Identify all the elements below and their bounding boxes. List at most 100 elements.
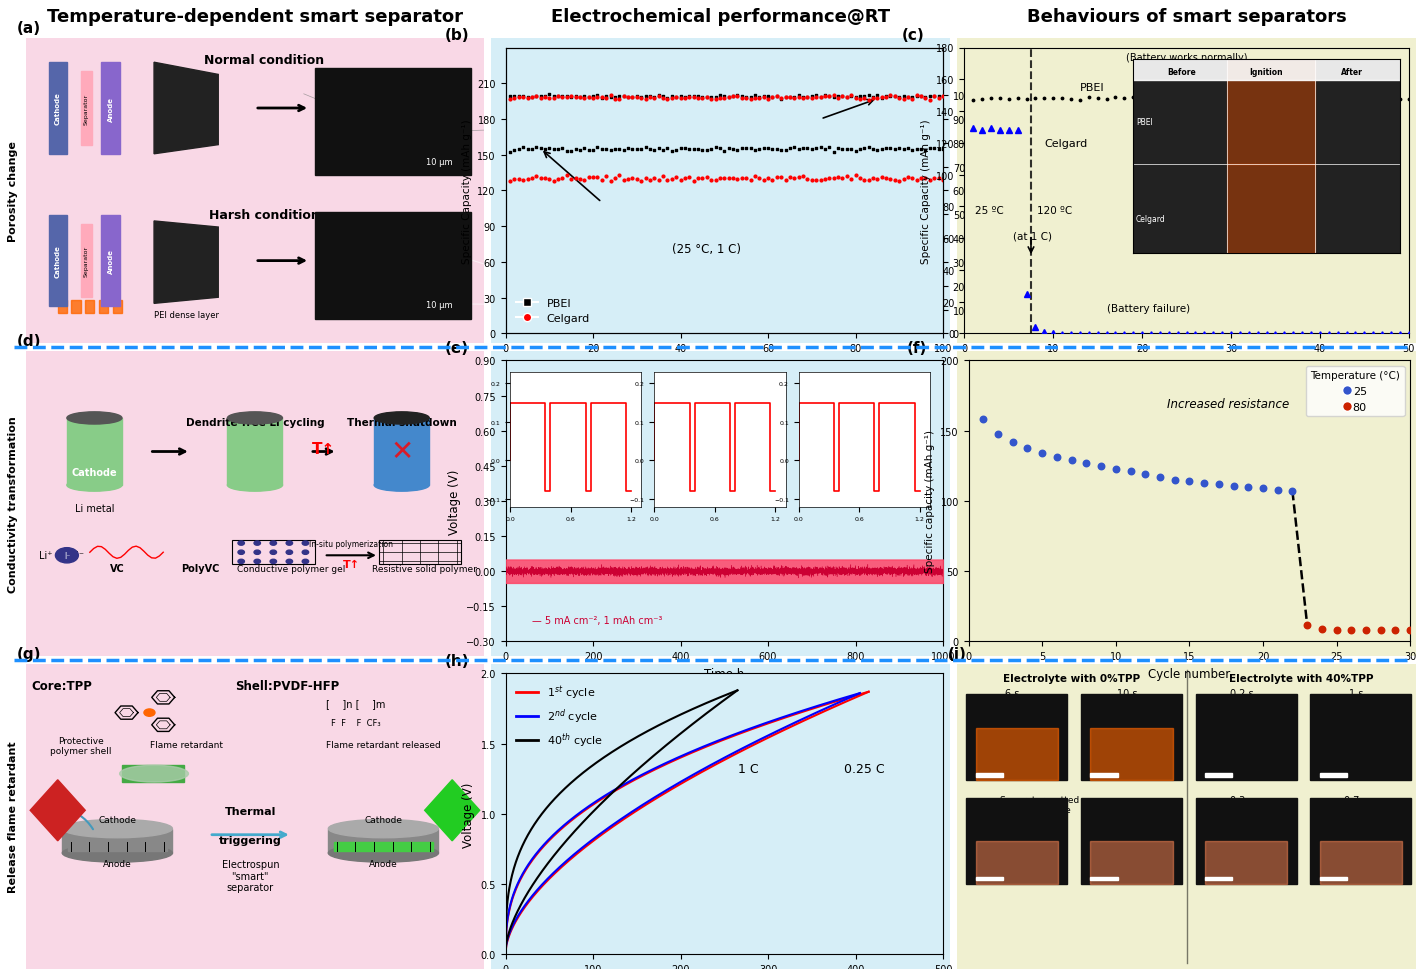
Point [521,171,544,186]
25 [1148,470,1171,485]
Point [603,92,626,108]
Point [669,173,692,189]
Point [744,169,767,184]
Point [582,171,605,186]
Point [595,89,618,105]
Point [669,141,692,157]
Point [612,143,635,159]
Point [608,92,630,108]
Circle shape [286,542,293,546]
Point [795,172,818,187]
Point [861,142,884,158]
Text: (e): (e) [444,341,468,356]
Text: (g): (g) [17,646,41,661]
Point [827,141,850,156]
Point [717,90,740,106]
Point [730,89,753,105]
Point [660,89,683,105]
Point [748,142,771,158]
Point [517,172,539,187]
Y-axis label: Specific capacity (mAh g⁻¹): Specific capacity (mAh g⁻¹) [925,430,935,573]
Point [599,91,622,107]
Point [582,89,605,105]
Bar [112,301,122,313]
Text: Protective
polymer shell: Protective polymer shell [50,736,111,756]
Ellipse shape [120,766,188,782]
Point [905,142,928,158]
Point [620,90,643,106]
Point [879,141,902,157]
Bar [48,63,67,155]
Point [748,90,771,106]
Circle shape [302,542,309,546]
Point [696,90,719,106]
Ellipse shape [63,820,172,838]
Point [673,172,696,187]
Point [928,141,951,157]
Point [700,92,723,108]
Point [840,141,862,157]
Point [656,141,679,157]
Point [608,169,630,184]
Point [555,90,578,106]
Point [867,88,889,104]
25 [1222,479,1245,494]
Point [924,172,946,187]
Point [761,172,784,188]
Point [639,90,662,106]
Point [603,90,626,106]
Point [822,90,845,106]
Point [770,143,793,159]
Point [542,89,565,105]
Point [555,168,578,183]
Ellipse shape [67,413,122,424]
Point [757,92,780,108]
Text: 1 C: 1 C [739,762,758,775]
Point [534,89,556,105]
Point [730,141,753,157]
Bar [1319,877,1348,881]
Point [918,89,941,105]
Point [608,89,630,105]
Circle shape [270,550,276,555]
Point [721,172,744,187]
Point [546,89,569,105]
Text: (c): (c) [902,28,925,43]
Circle shape [270,560,276,564]
Bar [976,729,1059,780]
Point [896,171,919,186]
Text: I⁻: I⁻ [75,550,84,561]
Point [517,91,539,107]
Point [753,173,776,189]
Bar [101,216,120,307]
Point [748,171,771,186]
Text: (a): (a) [17,20,41,36]
Point [744,91,767,107]
Text: 0.25 C: 0.25 C [844,762,885,775]
Point [814,88,837,104]
Point [573,90,596,106]
Ellipse shape [329,820,438,838]
Point [857,141,879,156]
Point [595,141,618,157]
Point [512,90,535,106]
Point [630,142,653,158]
Point [909,172,932,187]
Point [730,172,753,187]
Point [770,91,793,107]
Bar [63,828,172,853]
Point [529,91,552,107]
Point [778,141,801,156]
Point [660,144,683,160]
Point [542,91,565,107]
Text: I⁻: I⁻ [64,551,70,560]
Point [840,88,862,104]
Point [682,173,704,189]
Point [578,142,601,158]
Point [652,89,675,105]
Bar [1311,798,1412,884]
Y-axis label: Specific Capacity (mAh g⁻¹): Specific Capacity (mAh g⁻¹) [462,119,472,264]
Point [525,89,548,105]
Point [795,141,818,157]
Point [639,141,662,157]
